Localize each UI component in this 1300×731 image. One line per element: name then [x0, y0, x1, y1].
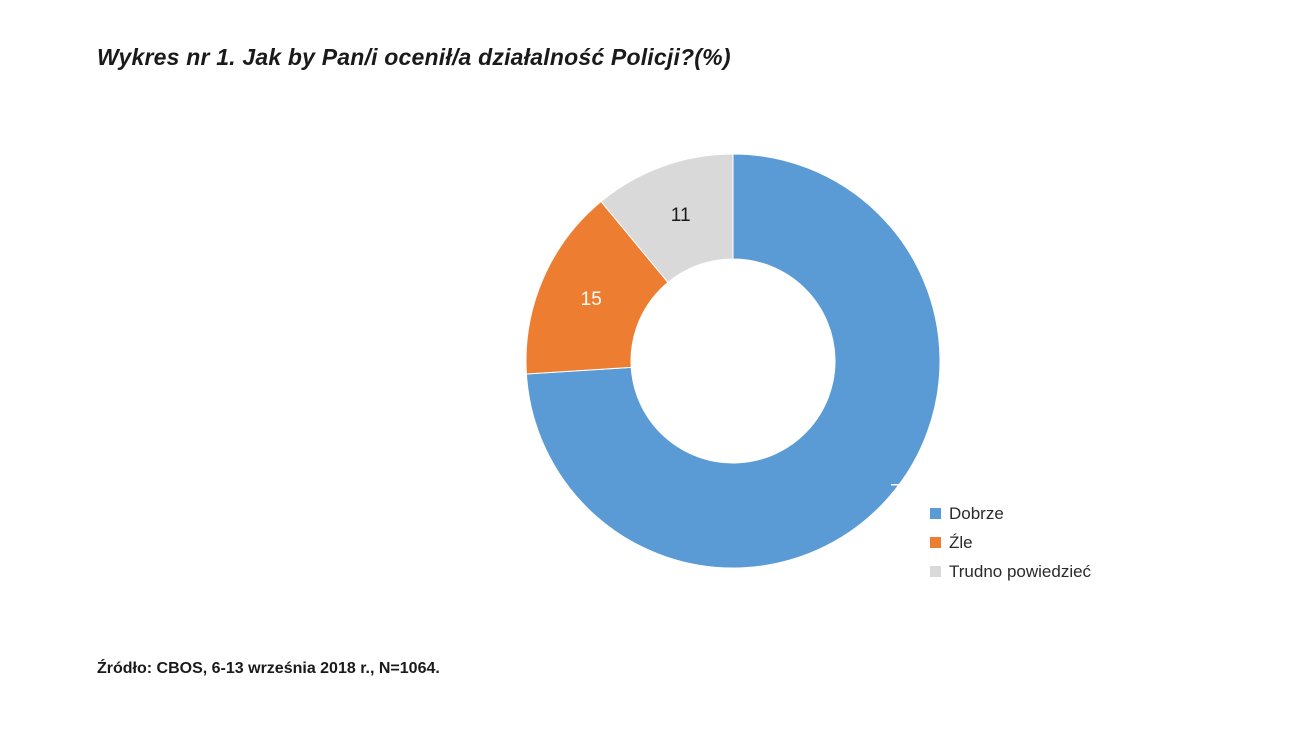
source-note: Źródło: CBOS, 6-13 września 2018 r., N=1… [97, 660, 440, 677]
donut-slice-zle [525, 200, 669, 375]
legend-item-dobrze: Dobrze [930, 499, 1091, 528]
slice-label-dobrze: 74 [890, 481, 912, 502]
slice-label-trudno-powiedziec: 11 [671, 205, 691, 226]
legend-swatch-dobrze [930, 508, 941, 519]
legend-swatch-trudno-powiedziec [930, 566, 941, 577]
legend-item-zle: Źle [930, 528, 1091, 557]
donut-slice-trudno-powiedziec [600, 153, 734, 284]
legend-label-trudno-powiedziec: Trudno powiedzieć [949, 561, 1092, 581]
slice-label-zle: 15 [581, 289, 602, 310]
legend-label-dobrze: Dobrze [949, 503, 1004, 523]
legend-swatch-zle [930, 537, 941, 548]
donut-slice-dobrze [525, 153, 941, 569]
legend-label-zle: Źle [949, 532, 973, 552]
chart-title: Wykres nr 1. Jak by Pan/i ocenił/a dział… [97, 44, 731, 70]
legend-item-trudno-powiedziec: Trudno powiedzieć [930, 557, 1091, 586]
legend: Dobrze Źle Trudno powiedzieć [930, 499, 1091, 586]
